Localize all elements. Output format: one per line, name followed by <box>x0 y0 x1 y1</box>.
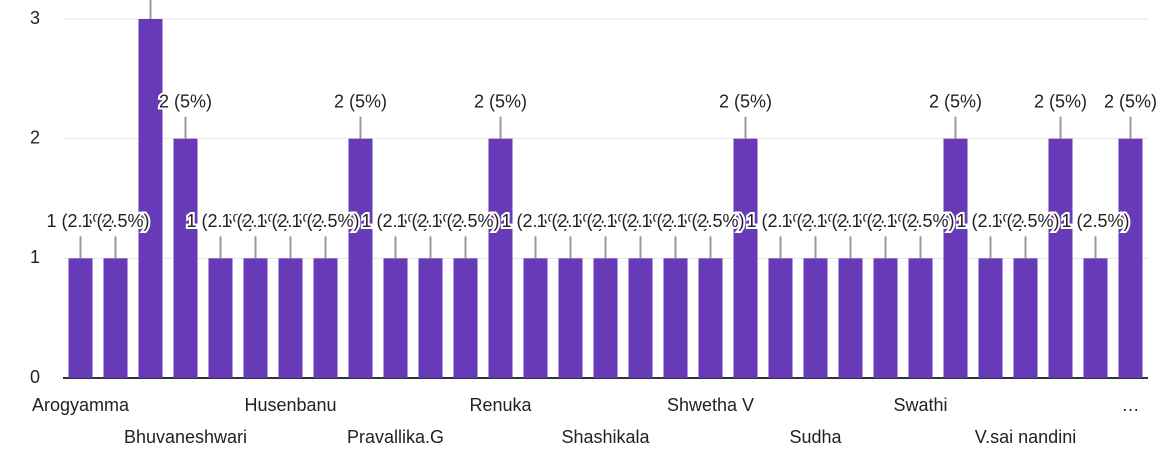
value-label: 2 (5%) <box>1034 91 1087 111</box>
bar <box>1118 138 1143 378</box>
x-tick-label: Bhuvaneshwari <box>124 427 247 447</box>
bar <box>383 258 408 378</box>
value-label: 1 (2.5%) <box>431 211 499 231</box>
y-tick-label: 3 <box>30 8 40 28</box>
x-tick-label: Shwetha V <box>667 395 754 415</box>
bar <box>348 138 373 378</box>
value-label: 2 (5%) <box>719 91 772 111</box>
y-tick-label: 2 <box>30 127 40 147</box>
bar <box>873 258 898 378</box>
x-tick-label: Pravallika.G <box>347 427 444 447</box>
bar <box>803 258 828 378</box>
value-label: 1 (2.5%) <box>641 211 709 231</box>
bar <box>103 258 128 378</box>
value-label: 1 (2.5%) <box>606 211 674 231</box>
bar <box>768 258 793 378</box>
bar <box>68 258 93 378</box>
y-tick-label: 0 <box>30 367 40 387</box>
bar <box>908 258 933 378</box>
value-label: 1 (2.5%) <box>81 211 149 231</box>
value-label: 2 (5%) <box>159 91 212 111</box>
y-tick-label: 1 <box>30 247 40 267</box>
x-tick-label: Swathi <box>893 395 947 415</box>
x-tick-label: Renuka <box>469 395 532 415</box>
bar <box>838 258 863 378</box>
bar <box>313 258 338 378</box>
value-label: 1 (2.5%) <box>886 211 954 231</box>
bar <box>418 258 443 378</box>
bar <box>208 258 233 378</box>
value-label: 1 (2.5%) <box>676 211 744 231</box>
bar <box>593 258 618 378</box>
bar <box>628 258 653 378</box>
bar <box>1083 258 1108 378</box>
value-label: 1 (2.5%) <box>221 211 289 231</box>
bar <box>663 258 688 378</box>
value-label: 2 (5%) <box>1104 91 1157 111</box>
value-label: 2 (5%) <box>929 91 982 111</box>
value-label: 1 (2.5%) <box>1061 211 1129 231</box>
x-tick-label: V.sai nandini <box>975 427 1076 447</box>
value-label: 2 (5%) <box>474 91 527 111</box>
value-label: 1 (2.5%) <box>536 211 604 231</box>
bar <box>978 258 1003 378</box>
x-tick-label: Shashikala <box>561 427 650 447</box>
bar <box>453 258 478 378</box>
value-label: 2 (5%) <box>334 91 387 111</box>
bar <box>173 138 198 378</box>
value-label: 1 (2.5%) <box>186 211 254 231</box>
value-label: 1 (2.5%) <box>256 211 324 231</box>
x-tick-label: … <box>1122 395 1140 415</box>
bar <box>488 138 513 378</box>
bar <box>698 258 723 378</box>
bar <box>523 258 548 378</box>
value-label: 1 (2.5%) <box>571 211 639 231</box>
bar <box>243 258 268 378</box>
x-tick-label: Husenbanu <box>244 395 336 415</box>
value-label: 1 (2.5%) <box>501 211 569 231</box>
bar <box>1013 258 1038 378</box>
bar <box>943 138 968 378</box>
value-label: 1 (2.5%) <box>956 211 1024 231</box>
value-label: 1 (2.5%) <box>291 211 359 231</box>
value-label: 1 (2.5%) <box>396 211 464 231</box>
x-tick-label: Arogyamma <box>32 395 130 415</box>
value-label: 1 (2.5%) <box>746 211 814 231</box>
bar <box>1048 138 1073 378</box>
value-label: 1 (2.5%) <box>991 211 1059 231</box>
bar <box>733 138 758 378</box>
bar <box>138 19 163 378</box>
bar <box>558 258 583 378</box>
value-label: 1 (2.5%) <box>851 211 919 231</box>
value-label: 1 (2.5%) <box>781 211 849 231</box>
value-label: 1 (2.5%) <box>361 211 429 231</box>
value-label: 1 (2.5%) <box>46 211 114 231</box>
value-label: 1 (2.5%) <box>816 211 884 231</box>
bar <box>278 258 303 378</box>
x-tick-label: Sudha <box>789 427 842 447</box>
